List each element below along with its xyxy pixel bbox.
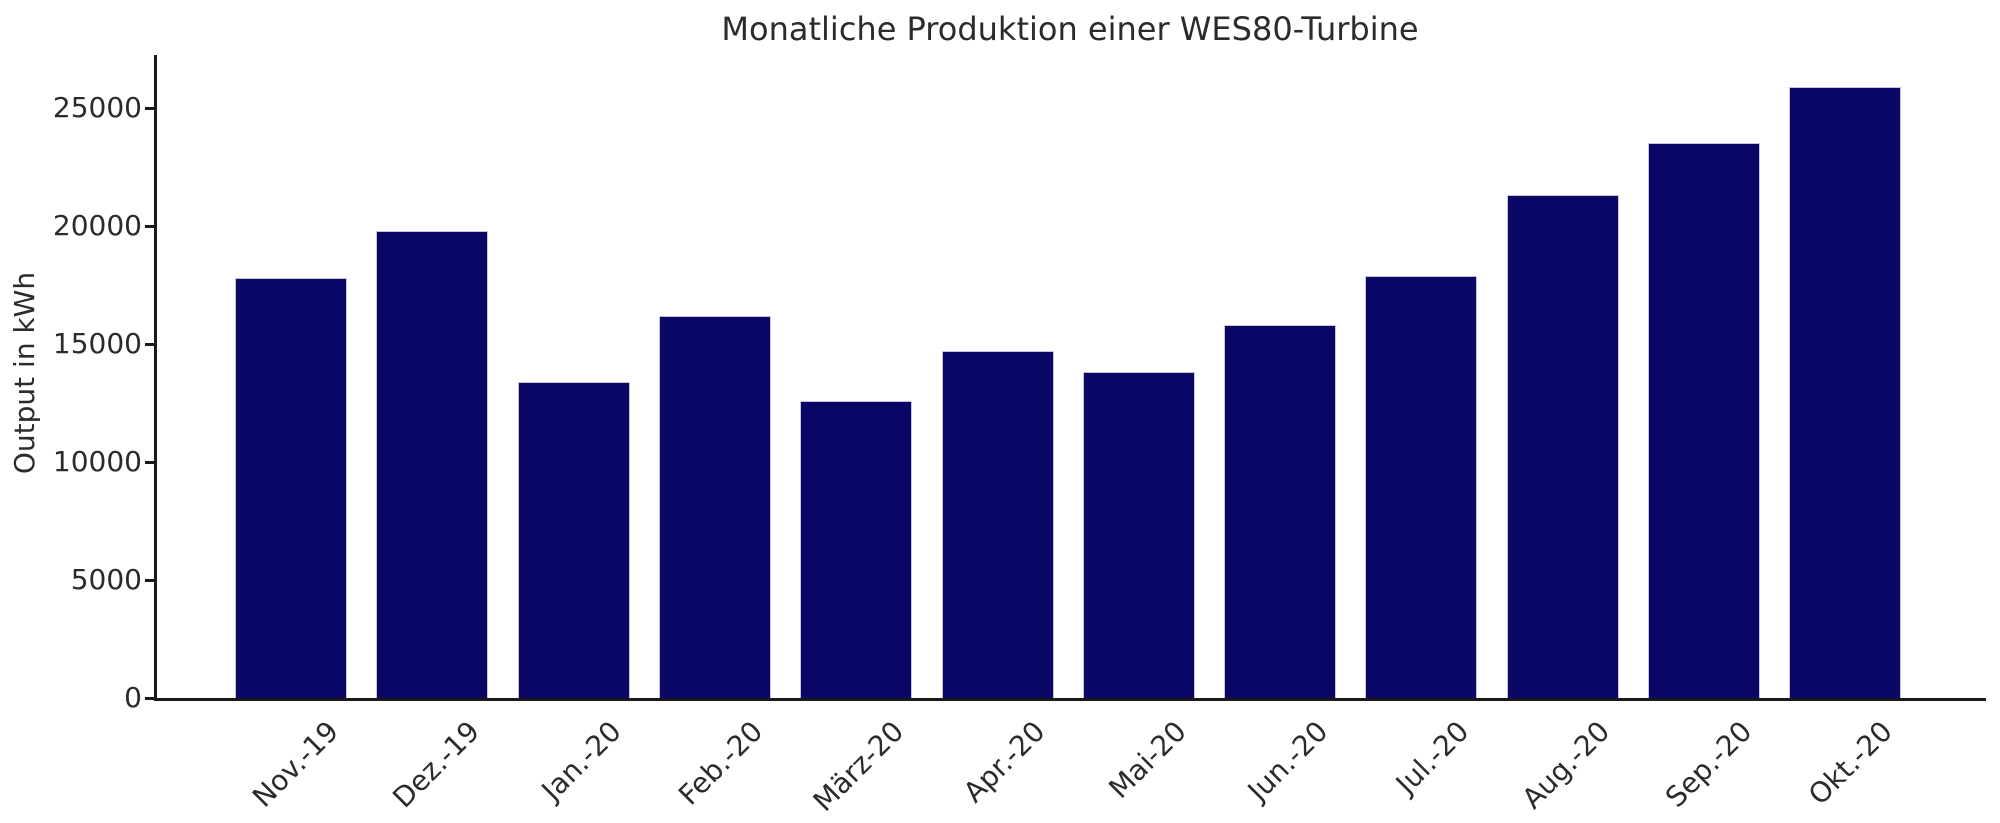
bar-März-20 xyxy=(800,400,913,698)
bar-Apr.-20 xyxy=(941,351,1054,698)
bar-Okt.-20 xyxy=(1789,86,1902,698)
y-tick-mark xyxy=(145,696,154,700)
x-tick-label: Mai-20 xyxy=(1102,714,1193,805)
bar-Jul.-20 xyxy=(1365,275,1478,698)
bar-Feb.-20 xyxy=(658,315,771,698)
y-tick-label: 0 xyxy=(124,681,142,714)
x-tick-label: März-20 xyxy=(806,714,911,819)
x-tick-label: Dez.-19 xyxy=(386,714,487,815)
y-tick-mark xyxy=(145,460,154,464)
y-tick-label: 20000 xyxy=(52,209,142,242)
bar-Mai-20 xyxy=(1082,372,1195,698)
x-tick-label: Feb.-20 xyxy=(671,714,769,812)
y-tick-mark xyxy=(145,342,154,346)
x-tick-label: Aug.-20 xyxy=(1515,714,1617,816)
y-axis-line xyxy=(154,55,157,701)
y-tick-label: 25000 xyxy=(52,91,142,124)
x-tick-label: Okt.-20 xyxy=(1802,714,1900,812)
bar-Nov.-19 xyxy=(235,277,347,698)
x-tick-label: Nov.-19 xyxy=(245,714,345,814)
y-tick-mark xyxy=(145,578,154,582)
bar-Sep.-20 xyxy=(1648,143,1760,698)
y-tick-label: 10000 xyxy=(52,445,142,478)
bar-Aug.-20 xyxy=(1506,195,1619,698)
y-tick-mark xyxy=(145,224,154,228)
x-tick-label: Sep.-20 xyxy=(1658,714,1758,814)
bar-Jun.-20 xyxy=(1224,325,1337,698)
x-tick-label: Apr.-20 xyxy=(957,714,1052,809)
bar-Jan.-20 xyxy=(517,381,630,698)
x-axis-line xyxy=(154,698,1986,701)
x-tick-label: Jul.-20 xyxy=(1389,714,1476,801)
y-tick-mark xyxy=(145,106,154,110)
bar-Dez.-19 xyxy=(376,230,489,698)
x-tick-label: Jun.-20 xyxy=(1241,714,1335,808)
y-tick-label: 15000 xyxy=(52,327,142,360)
x-tick-label: Jan.-20 xyxy=(535,714,628,808)
y-tick-label: 5000 xyxy=(70,563,142,596)
chart-title: Monatliche Produktion einer WES80-Turbin… xyxy=(721,10,1419,48)
